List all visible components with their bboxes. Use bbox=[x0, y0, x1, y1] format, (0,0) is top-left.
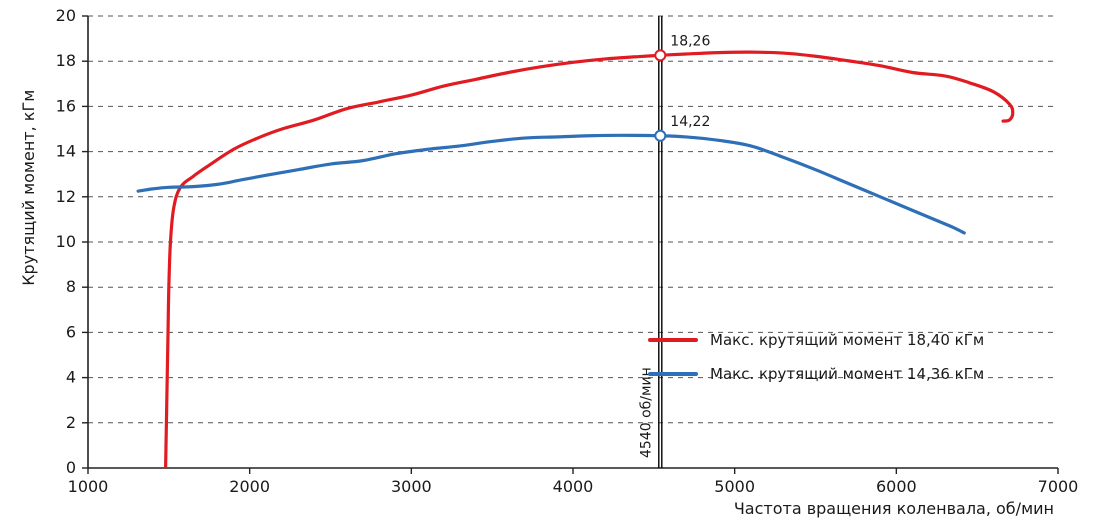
legend-label-red: Макс. крутящий момент 18,40 кГм bbox=[710, 331, 984, 349]
svg-text:4000: 4000 bbox=[553, 477, 594, 496]
svg-text:4540 об/мин: 4540 об/мин bbox=[638, 367, 654, 458]
svg-text:0: 0 bbox=[66, 458, 76, 477]
svg-text:12: 12 bbox=[56, 187, 76, 206]
svg-text:2000: 2000 bbox=[229, 477, 270, 496]
svg-text:6000: 6000 bbox=[876, 477, 917, 496]
svg-text:2: 2 bbox=[66, 413, 76, 432]
marker-label-red: 18,26 bbox=[670, 33, 710, 49]
svg-text:16: 16 bbox=[56, 96, 76, 115]
svg-text:10: 10 bbox=[56, 232, 76, 251]
marker-blue bbox=[655, 131, 665, 141]
svg-text:8: 8 bbox=[66, 277, 76, 296]
svg-text:Частота вращения коленвала, об: Частота вращения коленвала, об/мин bbox=[734, 499, 1054, 518]
svg-text:Крутящий момент, кГм: Крутящий момент, кГм bbox=[19, 90, 38, 286]
svg-text:6: 6 bbox=[66, 322, 76, 341]
svg-text:3000: 3000 bbox=[391, 477, 432, 496]
chart-svg: 0 2 4 6 8 10 12 14 16 18 20 1000 2000 3000 4000 5000 600… bbox=[0, 0, 1100, 530]
svg-text:4: 4 bbox=[66, 368, 76, 387]
svg-text:1000: 1000 bbox=[68, 477, 109, 496]
svg-text:14: 14 bbox=[56, 142, 76, 161]
svg-text:7000: 7000 bbox=[1038, 477, 1079, 496]
legend-label-blue: Макс. крутящий момент 14,36 кГм bbox=[710, 365, 984, 383]
marker-label-blue: 14,22 bbox=[670, 114, 710, 130]
torque-chart: 0 2 4 6 8 10 12 14 16 18 20 1000 2000 3000 4000 5000 600… bbox=[0, 0, 1100, 530]
svg-text:5000: 5000 bbox=[714, 477, 755, 496]
marker-red bbox=[655, 50, 665, 60]
svg-text:18: 18 bbox=[56, 51, 76, 70]
svg-text:20: 20 bbox=[56, 6, 76, 25]
